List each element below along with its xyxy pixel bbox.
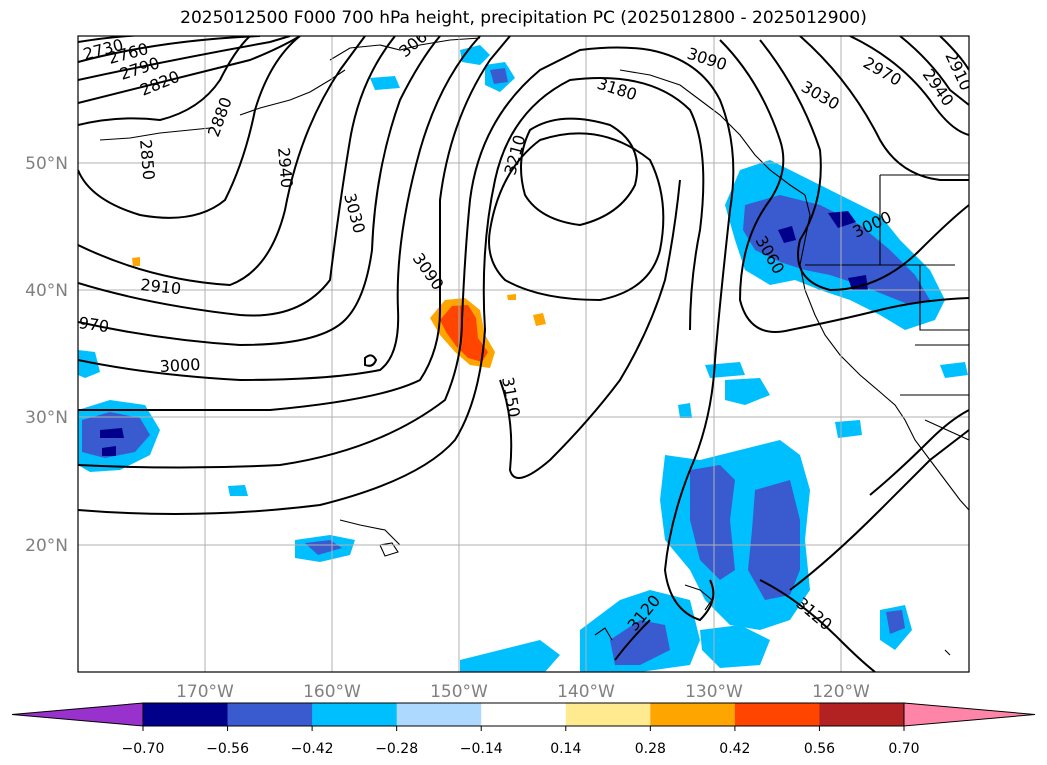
colorbar-tick-label: −0.42 <box>291 741 334 757</box>
colorbar-outline <box>142 702 905 727</box>
colorbar-segment <box>650 703 736 726</box>
colorbar-segment <box>312 703 398 726</box>
colorbar-segment <box>143 703 229 726</box>
colorbar-extend-low <box>11 702 144 727</box>
colorbar-ticks <box>142 726 905 731</box>
lat-label-20n: 20°N <box>25 536 68 556</box>
colorbar: −0.70 −0.56 −0.42 −0.28 −0.14 0.14 0.28 0.42 0.5… <box>11 702 1036 757</box>
colorbar-tick-label: −0.28 <box>375 741 418 757</box>
colorbar-tick-label: −0.56 <box>206 741 249 757</box>
colorbar-segment <box>565 703 651 726</box>
lon-label-120w: 120°W <box>812 682 870 702</box>
contour-label: 2850 <box>136 139 158 181</box>
colorbar-labels: −0.70 −0.56 −0.42 −0.28 −0.14 0.14 0.28 0.42 0.5… <box>122 741 920 757</box>
map-area: 2730 2760 2790 2820 2850 2880 2940 3030 … <box>77 36 969 672</box>
colorbar-tick-label: −0.70 <box>122 741 165 757</box>
contour-label: 970 <box>77 313 110 336</box>
colorbar-tick-label: −0.14 <box>460 741 503 757</box>
colorbar-segment <box>734 703 820 726</box>
lon-label-160w: 160°W <box>303 682 361 702</box>
colorbar-tick-label: 0.14 <box>550 741 581 757</box>
colorbar-tick-label: 0.56 <box>804 741 835 757</box>
colorbar-segments <box>11 702 1036 727</box>
colorbar-extend-high <box>903 702 1036 727</box>
latitude-labels: 50°N 40°N 30°N 20°N <box>25 154 68 556</box>
colorbar-tick-label: 0.70 <box>888 741 919 757</box>
longitude-labels: 170°W 160°W 150°W 140°W 130°W 120°W <box>176 682 870 702</box>
lat-label-40n: 40°N <box>25 281 68 301</box>
colorbar-segment <box>481 703 567 726</box>
map-frame <box>77 35 970 673</box>
colorbar-segment <box>819 703 905 726</box>
contour-label: 2940 <box>274 147 296 189</box>
lat-label-30n: 30°N <box>25 408 68 428</box>
colorbar-segment <box>227 703 313 726</box>
map-title: 2025012500 F000 700 hPa height, precipit… <box>180 8 867 28</box>
colorbar-tick-label: 0.42 <box>719 741 750 757</box>
lon-label-130w: 130°W <box>685 682 743 702</box>
colorbar-tick-label: 0.28 <box>635 741 666 757</box>
lat-label-50n: 50°N <box>25 154 68 174</box>
contour-label: 2910 <box>140 275 182 298</box>
lon-label-140w: 140°W <box>557 682 615 702</box>
colorbar-segment <box>396 703 482 726</box>
lon-label-150w: 150°W <box>430 682 488 702</box>
contour-label: 3000 <box>159 355 201 376</box>
height-contours <box>78 36 969 672</box>
lon-label-170w: 170°W <box>176 682 234 702</box>
precip-negative-areas <box>78 45 968 672</box>
